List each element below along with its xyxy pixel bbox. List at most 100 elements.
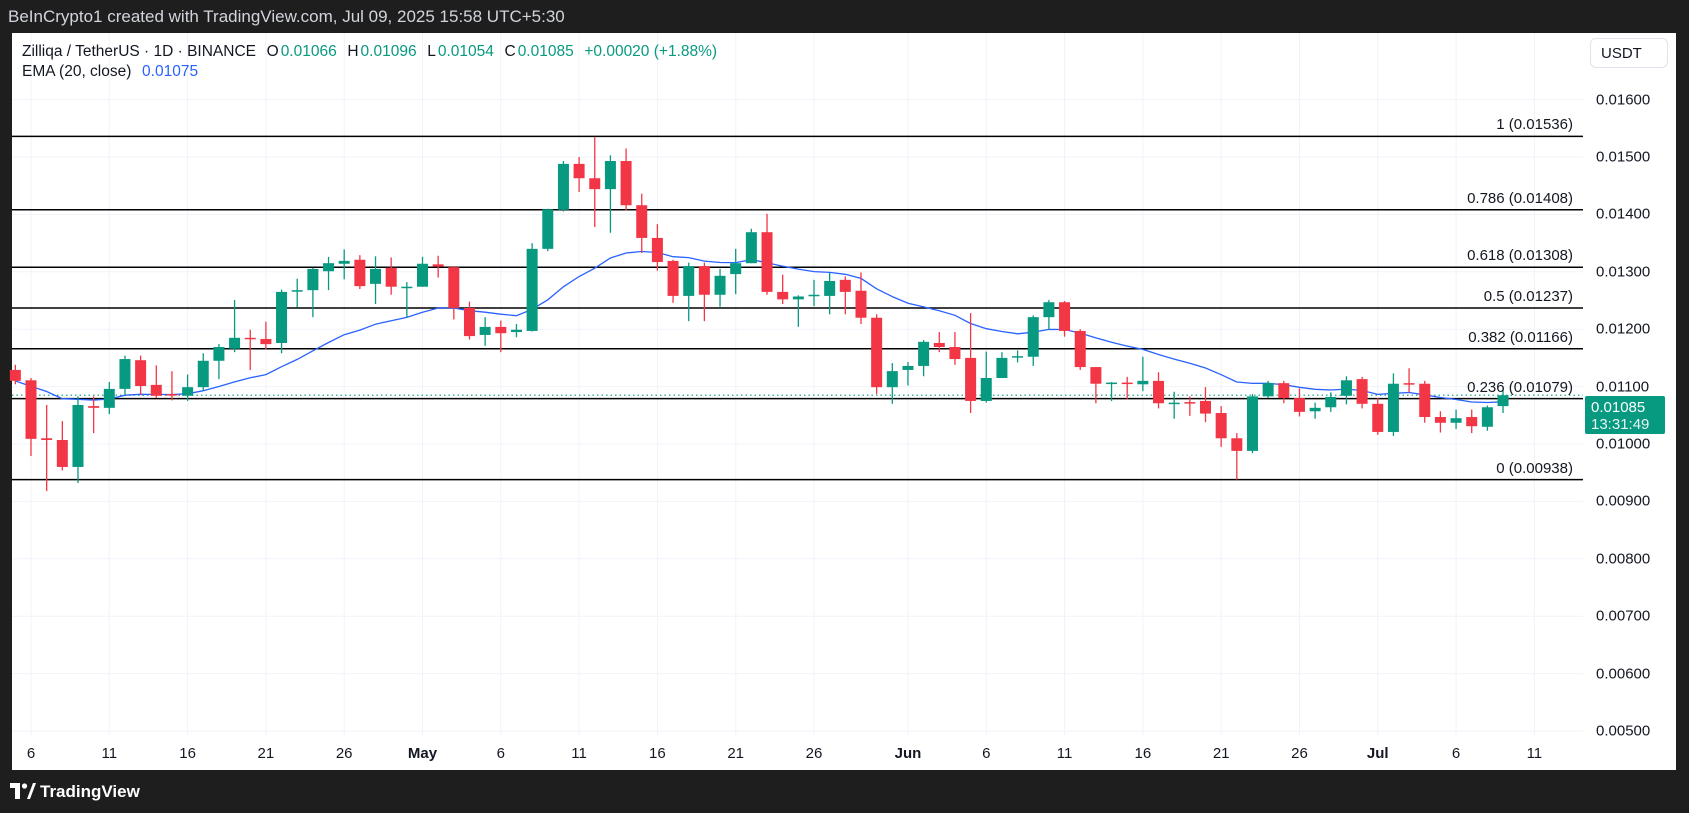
- tradingview-brand[interactable]: TradingView: [40, 782, 140, 801]
- candle-body: [1262, 383, 1274, 397]
- open-label: O: [266, 43, 279, 60]
- symbol-name[interactable]: Zilliqa / TetherUS · 1D · BINANCE: [22, 43, 256, 60]
- currency-button[interactable]: USDT: [1590, 38, 1668, 68]
- candle-body: [56, 439, 68, 467]
- candle-body: [1137, 380, 1149, 385]
- price-axis-label: 0.01600: [1596, 91, 1651, 109]
- candle-body: [1200, 400, 1211, 414]
- candle-body: [573, 163, 585, 179]
- candle-body: [72, 404, 84, 467]
- candle-body: [401, 286, 413, 289]
- price-axis-label: 0.01000: [1596, 435, 1651, 453]
- price-axis-label: 0.01500: [1596, 148, 1651, 166]
- candle-body: [1043, 302, 1055, 318]
- candle-body: [1419, 383, 1431, 418]
- candle-body: [385, 267, 397, 287]
- candle-body: [9, 369, 21, 381]
- candle-body: [448, 267, 460, 308]
- fib-level-label: 1 (0.01536): [1496, 116, 1573, 134]
- candle-body: [965, 357, 977, 401]
- low-label: L: [427, 43, 436, 60]
- candle-body: [730, 263, 742, 275]
- candle-body: [1340, 380, 1352, 396]
- fib-level-label: 0.236 (0.01079): [1467, 378, 1573, 396]
- current-price-tag: 0.01085 13:31:49: [1585, 396, 1665, 434]
- candle-body: [1215, 413, 1227, 439]
- candle-body: [244, 337, 256, 340]
- candle-body: [510, 329, 522, 333]
- candle-body: [761, 232, 773, 292]
- candle-body: [260, 338, 272, 345]
- candle-body: [651, 237, 663, 263]
- candle-body: [150, 384, 162, 396]
- candle-body: [792, 296, 804, 300]
- footer: TradingView: [0, 770, 1689, 813]
- ema-label[interactable]: EMA (20, close): [22, 63, 132, 80]
- candle-body: [714, 275, 726, 295]
- low-value: 0.01054: [437, 43, 494, 60]
- candle-body: [1106, 382, 1118, 385]
- fib-level-label: 0.5 (0.01237): [1483, 287, 1573, 305]
- candle-body: [918, 341, 930, 366]
- price-axis-label: 0.00600: [1596, 665, 1651, 683]
- time-axis-label: 26: [1291, 745, 1308, 762]
- time-axis-label: 21: [727, 745, 745, 762]
- candle-body: [824, 280, 836, 296]
- time-axis-label: 11: [571, 745, 587, 762]
- time-axis-label: 16: [1134, 745, 1152, 762]
- candle-body: [166, 394, 178, 396]
- candle-body: [557, 163, 569, 210]
- candle-body: [636, 205, 648, 238]
- candle-body: [479, 326, 491, 335]
- high-value: 0.01096: [360, 43, 417, 60]
- candle-body: [667, 260, 679, 296]
- fib-level-label: 0.382 (0.01166): [1468, 328, 1573, 346]
- candle-body: [1450, 418, 1462, 423]
- candle-body: [88, 406, 100, 408]
- candle-body: [1012, 356, 1024, 358]
- candle-body: [1121, 382, 1133, 385]
- time-axis-label: 21: [257, 745, 275, 762]
- candle-body: [949, 346, 961, 360]
- price-axis-label: 0.00800: [1596, 550, 1651, 568]
- time-axis-label: Jul: [1366, 745, 1389, 762]
- candle-body: [1387, 383, 1399, 432]
- candle-body: [526, 248, 538, 331]
- price-axis-label: 0.00500: [1596, 722, 1651, 740]
- time-axis-label: 26: [805, 745, 823, 762]
- candle-body: [1309, 407, 1321, 412]
- candle-body: [1278, 383, 1290, 399]
- time-axis-label: 11: [1056, 745, 1073, 762]
- open-value: 0.01066: [280, 43, 337, 60]
- candle-body: [1074, 330, 1086, 368]
- candle-body: [213, 346, 225, 361]
- tradingview-logo-icon[interactable]: [10, 783, 36, 799]
- candle-body: [1497, 395, 1509, 407]
- candle-body: [1434, 417, 1446, 423]
- candle-body: [1246, 396, 1258, 451]
- price-axis-label: 0.01100: [1596, 378, 1650, 396]
- time-axis-label: 6: [1451, 745, 1461, 762]
- candle-body: [354, 259, 366, 287]
- candle-body: [323, 263, 335, 272]
- candle-body: [698, 266, 710, 295]
- candle-body: [276, 291, 288, 343]
- candle-body: [683, 266, 695, 296]
- candle-body: [620, 161, 632, 206]
- candle-body: [1466, 417, 1478, 427]
- candle-body: [902, 365, 914, 370]
- candle-body: [1168, 402, 1180, 405]
- close-label: C: [504, 43, 516, 60]
- high-label: H: [347, 43, 359, 60]
- candle-body: [777, 291, 789, 300]
- candle-body: [1325, 396, 1337, 408]
- grid: [12, 33, 1583, 735]
- attribution-bar: BeInCrypto1 created with TradingView.com…: [0, 0, 1689, 33]
- price-axis-label: 0.01200: [1596, 320, 1651, 338]
- candle-body: [980, 377, 992, 401]
- bar-countdown: 13:31:49: [1591, 416, 1650, 433]
- attribution-text: BeInCrypto1 created with TradingView.com…: [8, 7, 565, 26]
- candle-body: [119, 359, 131, 389]
- candle-body: [855, 290, 867, 318]
